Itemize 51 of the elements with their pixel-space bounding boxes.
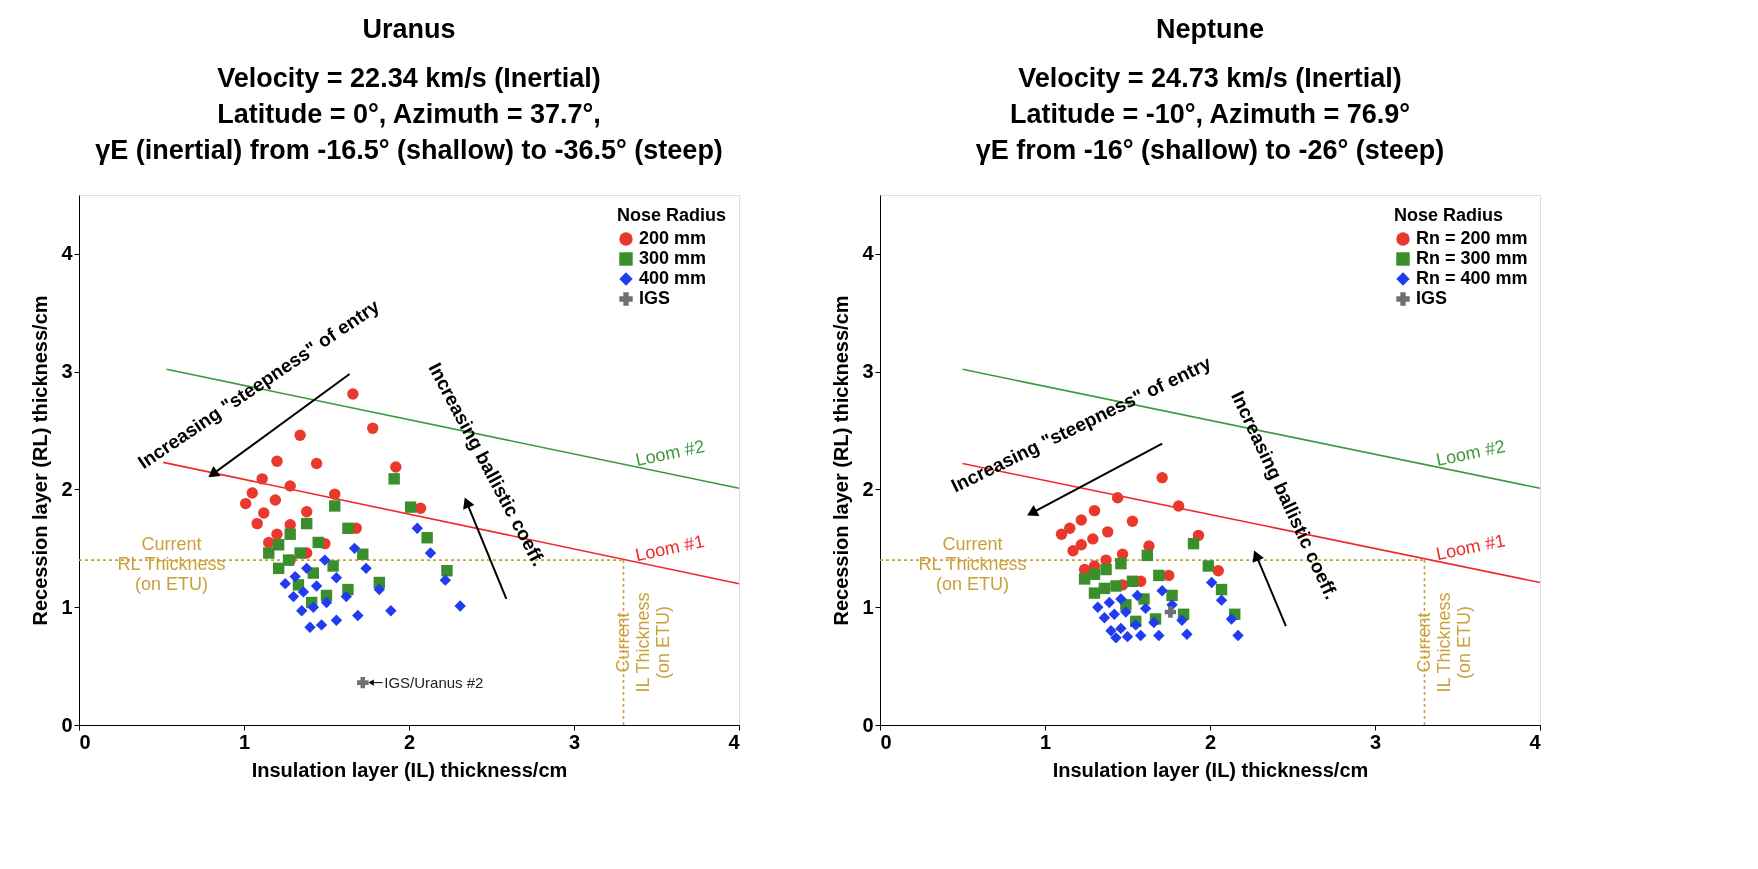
x-axis-title: Insulation layer (IL) thickness/cm xyxy=(251,758,568,781)
y-axis-title: Recession layer (RL) thickness/cm xyxy=(29,295,52,626)
series-label: Current RL Thickness (on ETU) xyxy=(117,533,226,594)
x-tick-label: 2 xyxy=(403,730,416,753)
y-tick-label: 4 xyxy=(61,242,74,265)
legend-label: Rn = 300 mm xyxy=(1416,248,1528,268)
y-tick-label: 2 xyxy=(862,477,874,500)
text: Latitude = -10°, Azimuth = 76.9° xyxy=(1009,99,1411,129)
text: γE (inertial) from -16.5° (shallow) to -36.5° (steep) xyxy=(95,135,723,165)
text: Loom #1 xyxy=(1434,530,1507,565)
y-tick-label: 1 xyxy=(862,595,874,618)
legend-label: IGS xyxy=(639,288,671,308)
text: Current IL Thickness (on ETU) xyxy=(1413,592,1474,693)
legend-label: 400 mm xyxy=(639,268,707,288)
legend-label: 200 mm xyxy=(639,228,707,248)
y-tick-label: 4 xyxy=(862,242,875,265)
x-tick-label: 1 xyxy=(1039,730,1052,753)
legend-title: Nose Radius xyxy=(1394,205,1504,225)
chart-title: Uranus xyxy=(362,14,456,44)
x-tick-label: 3 xyxy=(568,730,581,753)
chart-title: Neptune xyxy=(1156,14,1264,44)
y-tick-label: 0 xyxy=(61,713,73,736)
text: Loom #2 xyxy=(1434,436,1507,470)
text: Velocity = 24.73 km/s (Inertial) xyxy=(1018,63,1402,93)
annotation: IGS/Uranus #2 xyxy=(384,673,484,691)
y-tick-label: 2 xyxy=(61,477,73,500)
legend-label: 300 mm xyxy=(639,248,707,268)
x-tick-label: 4 xyxy=(728,730,741,753)
y-tick-label: 3 xyxy=(862,360,874,383)
text: Latitude = 0°, Azimuth = 37.7°, xyxy=(217,99,601,129)
x-tick-label: 0 xyxy=(79,730,91,753)
legend-label: IGS xyxy=(1416,288,1448,308)
text: Velocity = 22.34 km/s (Inertial) xyxy=(217,63,601,93)
x-tick-label: 1 xyxy=(238,730,251,753)
x-tick-label: 3 xyxy=(1369,730,1382,753)
x-tick-label: 4 xyxy=(1529,730,1542,753)
legend-title: Nose Radius xyxy=(617,205,727,225)
text: γE from -16° (shallow) to -26° (steep) xyxy=(975,135,1445,165)
text: Current IL Thickness (on ETU) xyxy=(612,592,673,693)
x-tick-label: 0 xyxy=(880,730,892,753)
y-tick-label: 1 xyxy=(61,595,73,618)
y-axis-title: Recession layer (RL) thickness/cm xyxy=(830,295,853,626)
x-axis-title: Insulation layer (IL) thickness/cm xyxy=(1052,758,1369,781)
text: Loom #1 xyxy=(633,531,707,566)
series-label: Current RL Thickness (on ETU) xyxy=(918,533,1027,594)
y-tick-label: 0 xyxy=(862,713,874,736)
x-tick-label: 2 xyxy=(1204,730,1217,753)
y-tick-label: 3 xyxy=(61,360,73,383)
legend-label: Rn = 200 mm xyxy=(1416,228,1528,248)
legend-label: Rn = 400 mm xyxy=(1416,268,1528,288)
text: Loom #2 xyxy=(633,436,707,470)
